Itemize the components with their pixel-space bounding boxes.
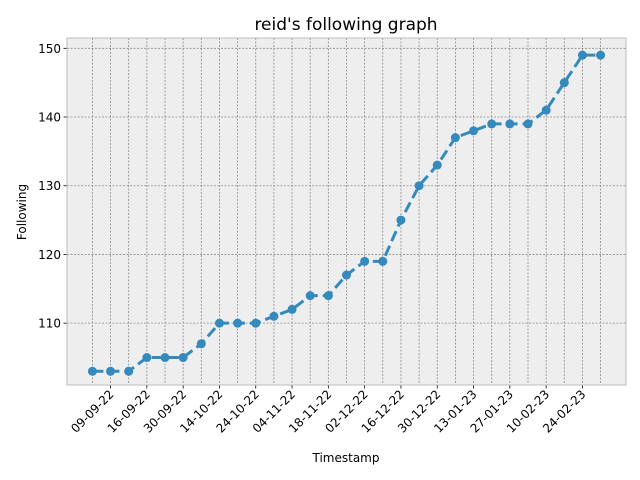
y-tick-label: 110 xyxy=(38,317,61,331)
data-point xyxy=(378,256,388,266)
data-point xyxy=(469,126,479,136)
data-point xyxy=(577,50,587,60)
y-tick-label: 150 xyxy=(38,42,61,56)
data-point xyxy=(87,366,97,376)
plot-frame xyxy=(66,37,627,386)
data-point xyxy=(450,133,460,143)
data-point xyxy=(559,78,569,88)
data-point xyxy=(178,353,188,363)
data-point xyxy=(124,366,134,376)
y-tick-label: 130 xyxy=(38,179,61,193)
plot-area: 11012013014015009-09-2216-09-2230-09-221… xyxy=(38,37,627,436)
data-point xyxy=(414,181,424,191)
data-point xyxy=(487,119,497,129)
data-point xyxy=(233,318,243,328)
data-point xyxy=(342,270,351,280)
data-point xyxy=(432,160,442,170)
data-point xyxy=(287,304,297,314)
data-point xyxy=(396,215,406,225)
chart-title: reid's following graph xyxy=(254,15,437,35)
data-point xyxy=(196,339,206,349)
x-axis-title: Timestamp xyxy=(312,451,380,465)
data-point xyxy=(269,311,279,321)
data-point xyxy=(505,119,515,129)
data-point xyxy=(106,366,116,376)
data-point xyxy=(323,291,333,301)
data-point xyxy=(360,256,370,266)
data-point xyxy=(305,291,315,301)
data-point xyxy=(214,318,224,328)
y-tick-label: 140 xyxy=(38,111,61,125)
y-tick-label: 120 xyxy=(38,248,61,262)
data-point xyxy=(142,353,152,363)
data-point xyxy=(523,119,533,129)
data-point xyxy=(541,105,551,115)
data-point xyxy=(596,50,606,60)
data-point xyxy=(251,318,261,328)
y-axis-title: Following xyxy=(15,184,29,240)
data-point xyxy=(160,353,170,363)
